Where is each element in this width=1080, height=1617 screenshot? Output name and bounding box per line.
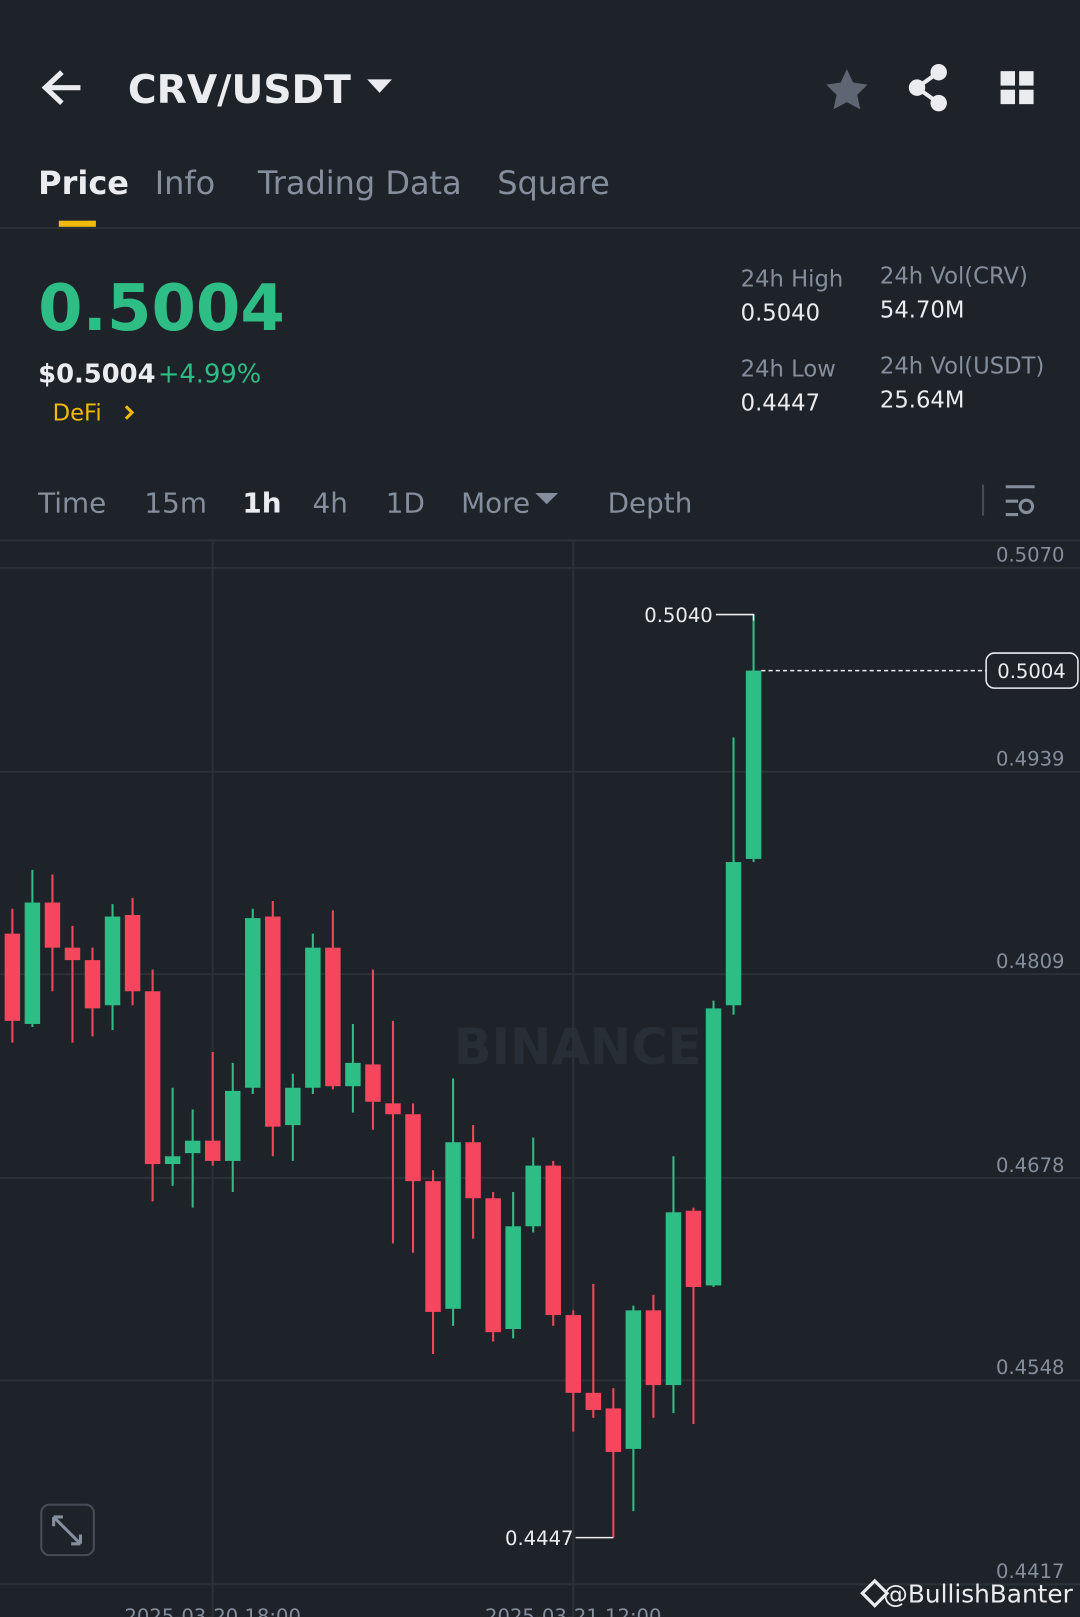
y-tick-label: 0.4678 <box>996 1154 1065 1177</box>
stat-label: 24h Vol(USDT) <box>880 353 1044 379</box>
watermark: BINANCE <box>454 1018 701 1076</box>
candle-body <box>665 1212 682 1386</box>
candle-body <box>245 918 261 1088</box>
interval-tab[interactable]: 1h <box>242 487 281 520</box>
candle-body <box>325 947 341 1087</box>
stat-value: 25.64M <box>880 387 965 413</box>
fullscreen-icon <box>52 1515 83 1546</box>
stat-label: 24h High <box>741 267 844 293</box>
stats: 24h High 0.5040 24h Vol(CRV) 54.70M 24h Low 0… <box>741 264 1045 417</box>
stat-value: 0.5040 <box>741 301 820 327</box>
interval-tab[interactable]: 1D <box>386 487 425 520</box>
grid-icon[interactable] <box>1000 71 1034 105</box>
candle-body <box>545 1165 561 1316</box>
candle-body <box>465 1142 481 1199</box>
interval-tab[interactable]: Depth <box>608 487 693 520</box>
usd-price: $0.5004 <box>38 360 155 390</box>
stat-label: 24h Vol(CRV) <box>880 264 1028 290</box>
high-marker <box>715 613 755 621</box>
candle-body <box>365 1064 381 1102</box>
high-label: 0.5040 <box>644 604 713 627</box>
candle-body <box>705 1008 722 1286</box>
candle-body <box>64 947 81 961</box>
candle-body <box>725 862 742 1006</box>
sector-tag[interactable]: DeFi <box>53 401 102 427</box>
candle-body <box>445 1142 461 1309</box>
interval-tab[interactable]: Time <box>37 487 106 520</box>
candle-body <box>164 1156 181 1165</box>
candle-body <box>44 902 61 948</box>
candle-body <box>24 902 41 1024</box>
interval-tab[interactable]: More <box>461 487 530 520</box>
candle-body <box>645 1310 662 1386</box>
active-tab-indicator <box>58 220 96 227</box>
candle-body <box>285 1087 301 1126</box>
y-tick-label: 0.4809 <box>996 950 1065 973</box>
sector-chevron <box>124 405 135 420</box>
y-tick-label: 0.4939 <box>996 748 1065 771</box>
candle-body <box>485 1198 501 1333</box>
credit: @BullishBanter <box>883 1580 1073 1609</box>
x-tick-label: 2025-03-20 18:00 <box>124 1605 300 1617</box>
candle-body <box>124 914 141 992</box>
tab[interactable]: Price <box>38 164 129 202</box>
candle-body <box>565 1315 582 1393</box>
more-dropdown[interactable] <box>535 492 559 505</box>
stat-value: 54.70M <box>880 298 965 324</box>
pair-title[interactable]: CRV/USDT <box>128 68 351 113</box>
chart-settings-icon[interactable] <box>1005 485 1035 517</box>
candle-body <box>84 960 101 1009</box>
tab[interactable]: Info <box>155 164 216 202</box>
back-button[interactable] <box>41 70 81 106</box>
y-tick-label: 0.4417 <box>996 1560 1065 1583</box>
candle-body <box>204 1140 221 1161</box>
share-icon[interactable] <box>908 63 947 112</box>
top-bar: CRV/USDT <box>41 63 1034 113</box>
low-label: 0.4447 <box>505 1527 574 1550</box>
candle-body <box>104 916 121 1006</box>
candle-body <box>385 1103 401 1115</box>
candle-body <box>305 947 321 1088</box>
candle-body <box>525 1165 541 1227</box>
candle-body <box>505 1226 521 1330</box>
interval-bar: Time 15m 1h 4h 1D More Depth <box>37 487 692 520</box>
candle-body <box>345 1062 361 1087</box>
interval-tab[interactable]: 4h <box>313 487 348 520</box>
stat-label: 24h Low <box>741 356 836 382</box>
favorite-icon[interactable] <box>826 69 868 110</box>
candle-body <box>265 916 281 1127</box>
candle-body <box>625 1310 642 1449</box>
last-price-tag <box>985 652 1079 689</box>
candle-body <box>425 1181 441 1312</box>
pair-dropdown[interactable] <box>367 79 392 93</box>
chart: BINANCE 0.5070 0.4939 0.4809 0.4678 0.4548 0.4… <box>0 541 1080 1617</box>
last-price-label: 0.5004 <box>997 660 1066 683</box>
last-price: 0.5004 <box>38 272 285 346</box>
candle-body <box>585 1392 602 1410</box>
candle-body <box>745 670 762 859</box>
candle-body <box>405 1114 421 1182</box>
y-tick-label: 0.4548 <box>996 1356 1065 1379</box>
y-tick-label: 0.5070 <box>996 544 1065 567</box>
candle-body <box>184 1140 201 1154</box>
tab[interactable]: Square <box>497 164 610 202</box>
tab-bar: Price Info Trading Data Square <box>38 164 610 202</box>
candle-body <box>144 991 161 1165</box>
candle-body <box>4 933 21 1021</box>
candle-body <box>605 1408 622 1453</box>
stat-value: 0.4447 <box>741 390 820 416</box>
x-tick-label: 2025-03-21 12:00 <box>485 1605 661 1617</box>
candle-body <box>224 1090 241 1161</box>
tab[interactable]: Trading Data <box>257 164 462 202</box>
interval-tab[interactable]: 15m <box>144 487 207 520</box>
price-change: +4.99% <box>158 360 261 390</box>
candle-body <box>685 1210 702 1288</box>
credit-logo <box>860 1578 890 1608</box>
